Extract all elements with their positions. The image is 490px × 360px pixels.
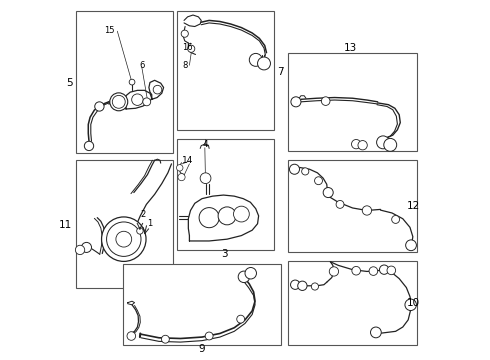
Circle shape [188,45,195,52]
Circle shape [218,207,236,225]
Text: 4: 4 [203,140,208,149]
Circle shape [153,85,162,94]
Bar [177,12,274,130]
Bar [288,261,417,345]
Bar [76,160,173,288]
Circle shape [370,327,381,338]
Bar [177,139,274,250]
Circle shape [352,266,361,275]
Text: 5: 5 [66,78,73,88]
Circle shape [405,299,416,311]
Circle shape [291,280,300,289]
Circle shape [181,30,188,37]
Circle shape [351,139,361,149]
Circle shape [384,138,397,151]
Circle shape [84,141,94,150]
Circle shape [107,222,141,256]
Circle shape [369,267,378,275]
Circle shape [238,271,250,283]
Circle shape [81,242,92,252]
Circle shape [237,315,245,323]
Text: 11: 11 [59,220,72,230]
Circle shape [161,335,170,343]
Circle shape [200,173,211,184]
Text: 3: 3 [221,249,227,259]
Circle shape [205,332,213,340]
Text: 8: 8 [182,61,188,70]
Circle shape [176,165,183,171]
Text: 13: 13 [343,43,357,53]
Text: 12: 12 [407,201,420,211]
Text: 1: 1 [147,219,153,228]
Circle shape [392,216,399,224]
Circle shape [336,201,344,208]
Circle shape [132,94,143,105]
Circle shape [112,95,125,108]
Circle shape [110,93,128,111]
Bar [288,53,417,151]
Circle shape [315,177,322,185]
Text: 2: 2 [140,210,145,219]
Circle shape [245,267,256,279]
Circle shape [234,206,249,222]
Circle shape [358,140,368,150]
Text: 14: 14 [181,156,193,165]
Text: 7: 7 [277,67,284,77]
Circle shape [379,265,389,274]
Circle shape [302,168,309,175]
Text: 10: 10 [407,298,420,308]
Circle shape [377,136,390,149]
Circle shape [199,208,219,228]
Bar [123,264,281,345]
Bar [76,12,173,153]
Circle shape [249,53,262,66]
Circle shape [116,231,132,247]
Text: 16: 16 [182,43,193,52]
Circle shape [329,267,339,276]
Circle shape [406,240,416,251]
Circle shape [127,332,136,340]
Bar [288,160,417,252]
Circle shape [323,188,333,198]
Text: 9: 9 [198,344,204,354]
Circle shape [321,97,330,105]
Circle shape [387,266,395,275]
Circle shape [95,102,104,111]
Circle shape [291,97,301,107]
Circle shape [298,281,307,291]
Circle shape [290,164,299,174]
Circle shape [362,206,371,215]
Circle shape [143,98,151,106]
Text: 6: 6 [139,61,145,70]
Circle shape [75,245,85,255]
Circle shape [129,79,135,85]
Circle shape [258,57,270,70]
Circle shape [137,228,143,234]
Circle shape [311,283,318,290]
Circle shape [178,174,185,181]
Text: 15: 15 [104,26,115,35]
Circle shape [101,217,146,261]
